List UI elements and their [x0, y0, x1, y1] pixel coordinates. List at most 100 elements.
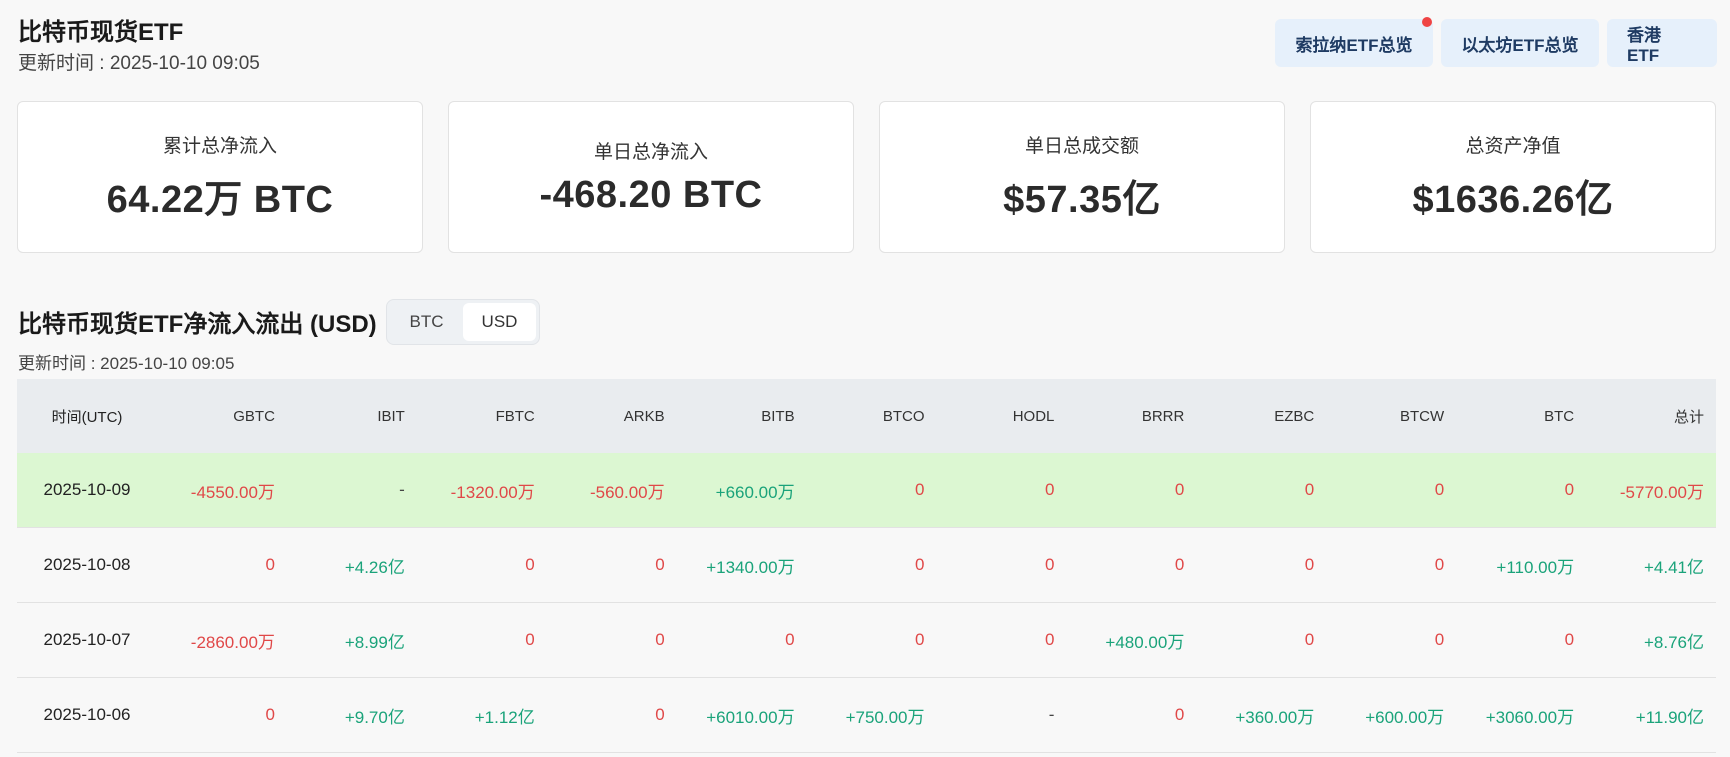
flow-cell: 0	[785, 630, 795, 649]
ethereum-etf-overview-button[interactable]: 以太坊ETF总览	[1441, 19, 1599, 67]
date-cell: 2025-10-08	[43, 555, 131, 574]
flow-cell: 0	[1304, 555, 1315, 574]
header-cell: BITB	[761, 407, 795, 425]
flow-cell: 0	[1434, 630, 1445, 649]
header-cell: 时间(UTC)	[51, 408, 123, 426]
table-row: 2025-10-06 0 +9.70亿 +1.12亿 0 +6010.00万 +750.00…	[17, 678, 1716, 753]
header-cell: HODL	[1012, 407, 1055, 425]
flow-cell: +4.26亿	[344, 557, 405, 577]
flow-cell: +360.00万	[1235, 707, 1315, 727]
flow-cell: +1.12亿	[474, 707, 535, 727]
flow-cell: 0	[915, 630, 925, 649]
flow-cell: +4.41亿	[1643, 557, 1704, 577]
stat-value: 64.22万 BTC	[106, 179, 334, 221]
stat-cards: 累计总净流入 64.22万 BTC 单日总净流入 -468.20 BTC 单日总…	[17, 101, 1716, 253]
flow-cell: 0	[655, 705, 665, 724]
flow-cell: +660.00万	[715, 482, 795, 502]
etf-flow-table: 时间(UTC) GBTC IBIT FBTC ARKB BITB BTCO HO…	[17, 379, 1716, 753]
stat-label: 总资产净值	[1465, 136, 1561, 157]
toggle-usd[interactable]: USD	[463, 303, 536, 341]
stat-card-daily-inflow: 单日总净流入 -468.20 BTC	[448, 101, 854, 253]
hongkong-etf-button[interactable]: 香港 ETF	[1607, 19, 1717, 67]
table-row: 2025-10-09 -4550.00万 - -1320.00万 -560.00万 +66…	[17, 453, 1716, 528]
flow-cell: +480.00万	[1105, 632, 1185, 652]
flow-cell: 0	[655, 630, 665, 649]
update-time: 更新时间 : 2025-10-10 09:05	[18, 53, 260, 74]
date-cell: 2025-10-09	[43, 480, 131, 499]
header-cell: BTCO	[882, 407, 925, 425]
ethereum-etf-overview-label: 以太坊ETF总览	[1461, 35, 1579, 55]
flow-cell: 0	[1174, 480, 1185, 499]
flow-cell: +3060.00万	[1485, 707, 1575, 727]
flow-cell: +1340.00万	[706, 557, 795, 577]
solana-etf-overview-label: 索拉纳ETF总览	[1295, 35, 1413, 55]
table-row: 2025-10-08 0 +4.26亿 0 0 +1340.00万 0 0 0 0 0 +110.00…	[17, 528, 1716, 603]
header-cell: BTC	[1544, 407, 1575, 425]
flow-cell: +9.70亿	[344, 707, 405, 727]
flow-cell: +110.00万	[1496, 557, 1575, 577]
section-title: 比特币现货ETF净流入流出 (USD)	[18, 311, 377, 338]
flow-cell: +11.90亿	[1635, 707, 1704, 727]
flow-cell: +750.00万	[845, 707, 925, 727]
section-update-time: 更新时间 : 2025-10-10 09:05	[18, 354, 235, 373]
toggle-btc[interactable]: BTC	[409, 312, 444, 331]
flow-cell: +8.99亿	[344, 632, 405, 652]
stat-label: 单日总成交额	[1024, 136, 1139, 157]
header-cell: EZBC	[1274, 407, 1315, 425]
flow-cell: 0	[655, 555, 665, 574]
flow-cell: -4550.00万	[190, 482, 275, 502]
flow-cell: 0	[1044, 555, 1055, 574]
header-cell: BRRR	[1141, 407, 1185, 425]
flow-cell: 0	[265, 705, 275, 724]
currency-toggle: BTC USD	[386, 299, 540, 345]
flow-cell: 0	[1564, 630, 1575, 649]
flow-cell: -2860.00万	[190, 632, 275, 652]
stat-value: $57.35亿	[1003, 179, 1161, 221]
page-title: 比特币现货ETF	[18, 19, 184, 46]
stat-card-daily-volume: 单日总成交额 $57.35亿	[879, 101, 1285, 253]
hongkong-etf-label: 香港 ETF	[1627, 25, 1661, 65]
flow-cell: -560.00万	[589, 482, 665, 502]
solana-etf-overview-button[interactable]: 索拉纳ETF总览	[1275, 17, 1433, 67]
flow-cell: 0	[1174, 705, 1185, 724]
flow-cell: 0	[915, 555, 925, 574]
flow-cell: 0	[1564, 480, 1575, 499]
flow-cell: -1320.00万	[450, 482, 535, 502]
stat-card-total-nav: 总资产净值 $1636.26亿	[1310, 101, 1716, 253]
stat-value: $1636.26亿	[1412, 179, 1614, 221]
stat-card-cumulative-inflow: 累计总净流入 64.22万 BTC	[17, 101, 423, 253]
table-header: 时间(UTC) GBTC IBIT FBTC ARKB BITB BTCO HO…	[17, 379, 1716, 453]
date-cell: 2025-10-07	[43, 630, 131, 649]
table-row: 2025-10-07 -2860.00万 +8.99亿 0 0 0 0 0 +480.00万 0 0…	[17, 603, 1716, 678]
date-cell: 2025-10-06	[43, 705, 131, 724]
flow-cell: 0	[1434, 480, 1445, 499]
notification-dot-icon	[1422, 17, 1432, 27]
flow-cell: -	[1048, 705, 1055, 724]
flow-cell: 0	[1044, 630, 1055, 649]
flow-cell: -	[399, 480, 405, 499]
stat-label: 累计总净流入	[162, 136, 277, 157]
flow-cell: 0	[1174, 555, 1185, 574]
flow-cell: 0	[525, 630, 535, 649]
header-cell: GBTC	[233, 407, 275, 425]
flow-cell: 0	[1434, 555, 1445, 574]
flow-cell: 0	[1044, 480, 1055, 499]
flow-cell: 0	[525, 555, 535, 574]
flow-cell: +6010.00万	[706, 707, 795, 727]
top-nav-buttons: 索拉纳ETF总览 以太坊ETF总览 香港 ETF	[1275, 17, 1717, 67]
flow-cell: 0	[915, 480, 925, 499]
flow-cell: 0	[1304, 630, 1315, 649]
flow-cell: +600.00万	[1365, 707, 1445, 727]
flow-cell: -5770.00万	[1619, 482, 1704, 502]
flow-cell: +8.76亿	[1643, 632, 1704, 652]
header-cell: 总计	[1673, 408, 1704, 426]
header-cell: IBIT	[377, 407, 405, 425]
flow-cell: 0	[265, 555, 275, 574]
header-cell: ARKB	[623, 407, 665, 425]
header-cell: FBTC	[495, 407, 535, 425]
stat-label: 单日总净流入	[593, 142, 708, 163]
header-cell: BTCW	[1399, 407, 1445, 425]
stat-value: -468.20 BTC	[539, 174, 763, 216]
flow-cell: 0	[1304, 480, 1315, 499]
table-body: 2025-10-09 -4550.00万 - -1320.00万 -560.00万 +66…	[17, 453, 1716, 753]
